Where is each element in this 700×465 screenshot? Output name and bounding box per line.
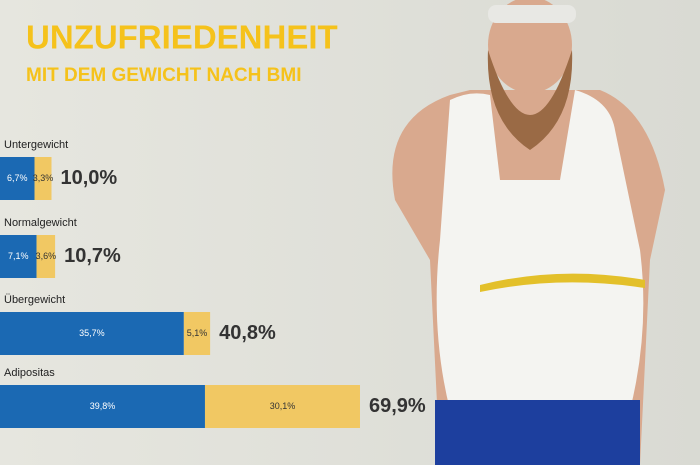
- bar-segment: [0, 235, 37, 278]
- bar-segment: [183, 312, 211, 355]
- value-label: 3,6%: [36, 251, 57, 261]
- value-label: 30,1%: [270, 401, 296, 411]
- bar-segment: [0, 157, 35, 200]
- value-label: 39,8%: [90, 401, 116, 411]
- total-label: 40,8%: [219, 322, 276, 344]
- photo-figure: [392, 0, 665, 465]
- value-label: 5,1%: [187, 328, 208, 338]
- total-label: 10,0%: [61, 167, 118, 189]
- total-label: 10,7%: [64, 245, 121, 267]
- bar-segment: [0, 312, 184, 355]
- chart-subtitle: MIT DEM GEWICHT NACH BMI: [26, 65, 301, 86]
- value-label: 35,7%: [79, 328, 105, 338]
- chart-title: UNZUFRIEDENHEIT: [26, 19, 338, 56]
- total-label: 69,9%: [369, 395, 426, 417]
- category-label: Adipositas: [4, 367, 55, 379]
- bar-segment: [36, 235, 56, 278]
- value-label: 7,1%: [8, 251, 29, 261]
- value-label: 3,3%: [33, 173, 54, 183]
- bar-segment: [0, 385, 205, 428]
- category-label: Normalgewicht: [4, 217, 77, 229]
- category-label: Untergewicht: [4, 139, 68, 151]
- bar-segment: [34, 157, 52, 200]
- value-label: 6,7%: [7, 173, 28, 183]
- bar-segment: [204, 385, 360, 428]
- category-label: Übergewicht: [4, 294, 65, 306]
